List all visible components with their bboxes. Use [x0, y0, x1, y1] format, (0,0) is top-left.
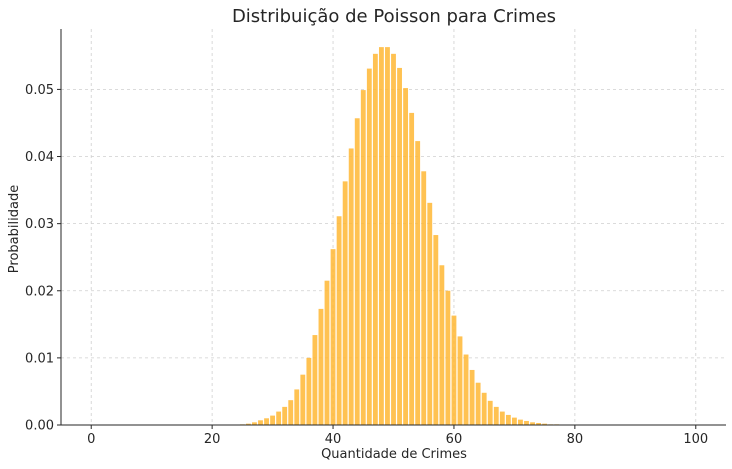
x-axis-ticks: 0 20 40 60 80 100: [87, 425, 708, 447]
chart-title: Distribuição de Poisson para Crimes: [232, 6, 556, 27]
bar: [524, 420, 529, 425]
bar: [487, 400, 493, 425]
bar: [451, 315, 457, 425]
bar: [481, 392, 487, 425]
bar: [457, 336, 463, 425]
bar: [505, 414, 511, 425]
bar: [324, 280, 330, 425]
bar: [475, 382, 481, 425]
bar: [245, 423, 251, 425]
bar: [282, 406, 288, 425]
bar: [270, 415, 276, 425]
bar: [252, 422, 257, 425]
bar: [336, 216, 342, 425]
bar: [258, 420, 263, 425]
x-tick-label: 20: [204, 432, 221, 447]
y-tick-label: 0.00: [25, 419, 54, 434]
bar: [511, 417, 517, 425]
y-tick-label: 0.02: [25, 284, 54, 299]
bar: [372, 53, 378, 425]
bars: [239, 47, 560, 426]
bar: [433, 235, 439, 425]
bar: [469, 369, 475, 425]
y-tick-label: 0.03: [25, 217, 54, 232]
y-tick-label: 0.04: [25, 150, 54, 165]
bar: [499, 411, 505, 425]
x-tick-label: 60: [446, 432, 463, 447]
x-tick-label: 100: [683, 432, 708, 447]
bar: [342, 181, 348, 425]
bar: [354, 118, 360, 426]
y-tick-label: 0.05: [25, 83, 54, 98]
bar: [348, 148, 354, 425]
bar: [415, 141, 421, 425]
y-axis-label: Probabilidade: [7, 185, 22, 273]
bar: [330, 249, 336, 425]
bar: [439, 265, 445, 425]
bar: [421, 171, 427, 425]
bar: [385, 47, 390, 426]
bar: [427, 202, 433, 425]
bar: [536, 422, 542, 425]
x-tick-label: 40: [325, 432, 342, 447]
axes: [60, 29, 726, 426]
bar: [445, 290, 451, 425]
bar: [318, 308, 324, 425]
y-tick-label: 0.01: [25, 351, 54, 366]
bar: [294, 389, 300, 425]
bar: [276, 411, 282, 425]
bar: [312, 335, 318, 425]
bar: [542, 423, 548, 425]
bar: [288, 400, 294, 425]
bar: [518, 419, 523, 425]
bar: [391, 53, 396, 425]
bar: [360, 90, 366, 425]
x-tick-label: 0: [87, 432, 95, 447]
bar: [530, 422, 535, 425]
bar: [264, 418, 269, 425]
bar: [463, 354, 469, 425]
bar: [403, 88, 409, 425]
x-tick-label: 80: [567, 432, 584, 447]
bar: [378, 47, 384, 426]
bar: [366, 68, 372, 425]
bar: [306, 357, 312, 425]
bar: [409, 112, 415, 426]
x-axis-label: Quantidade de Crimes: [321, 447, 467, 462]
bar: [493, 406, 499, 425]
bar: [300, 374, 306, 425]
bar: [397, 67, 402, 426]
y-axis-ticks: 0.00 0.01 0.02 0.03 0.04 0.05: [25, 83, 61, 434]
